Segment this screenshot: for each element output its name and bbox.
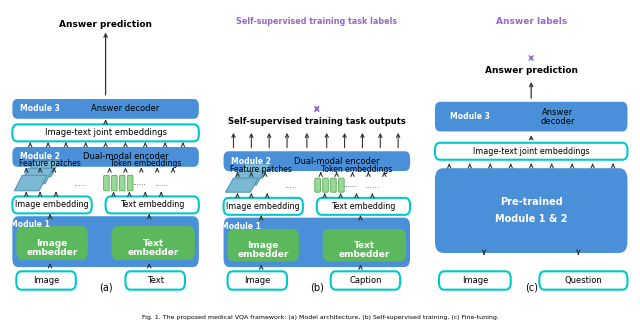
Text: embedder: embedder — [237, 250, 289, 259]
Polygon shape — [225, 178, 259, 192]
Text: Text: Text — [147, 276, 164, 285]
Text: Answer prediction: Answer prediction — [59, 20, 152, 29]
Polygon shape — [20, 168, 53, 184]
Polygon shape — [14, 175, 47, 191]
Text: Text embedding: Text embedding — [332, 202, 396, 211]
Text: .....: ..... — [73, 179, 86, 188]
Text: embedder: embedder — [339, 250, 390, 259]
FancyBboxPatch shape — [331, 271, 400, 290]
Text: ......: ...... — [343, 182, 356, 188]
Text: Module 2: Module 2 — [20, 152, 60, 161]
FancyBboxPatch shape — [228, 271, 287, 290]
FancyBboxPatch shape — [111, 175, 117, 191]
Text: Image: Image — [248, 240, 279, 249]
Text: Image-text joint embeddings: Image-text joint embeddings — [45, 128, 166, 137]
FancyBboxPatch shape — [223, 198, 303, 215]
FancyBboxPatch shape — [439, 271, 511, 290]
Text: Question: Question — [564, 276, 602, 285]
FancyBboxPatch shape — [228, 229, 299, 261]
Text: decoder: decoder — [541, 117, 575, 126]
Text: Text: Text — [354, 240, 375, 249]
FancyBboxPatch shape — [223, 151, 410, 171]
Text: Pre-trained: Pre-trained — [500, 197, 563, 207]
FancyBboxPatch shape — [12, 125, 199, 141]
Text: Fig. 1. The proposed medical VQA framework: (a) Model architecture, (b) Self-sup: Fig. 1. The proposed medical VQA framewo… — [141, 315, 499, 320]
Text: Text embedding: Text embedding — [120, 200, 184, 209]
Polygon shape — [237, 164, 270, 178]
FancyBboxPatch shape — [17, 271, 76, 290]
FancyBboxPatch shape — [223, 218, 410, 267]
Text: Answer: Answer — [542, 108, 573, 117]
FancyBboxPatch shape — [435, 168, 627, 253]
FancyBboxPatch shape — [106, 196, 199, 213]
FancyBboxPatch shape — [12, 147, 199, 167]
Text: Feature patches: Feature patches — [230, 165, 292, 174]
Text: Module 1: Module 1 — [10, 221, 50, 230]
Text: Self-supervised training task labels: Self-supervised training task labels — [236, 17, 397, 26]
Text: ......: ...... — [365, 181, 380, 190]
Text: Module 2: Module 2 — [232, 157, 271, 166]
Text: (c): (c) — [525, 282, 538, 292]
Text: Image embedding: Image embedding — [227, 202, 300, 211]
Text: Token embeddings: Token embeddings — [321, 165, 392, 174]
Text: embedder: embedder — [127, 248, 179, 257]
FancyBboxPatch shape — [17, 226, 88, 260]
Text: Text: Text — [143, 239, 164, 247]
Text: Image embedding: Image embedding — [15, 200, 89, 209]
FancyBboxPatch shape — [104, 175, 109, 191]
FancyBboxPatch shape — [435, 102, 627, 132]
FancyBboxPatch shape — [323, 178, 328, 192]
Text: Caption: Caption — [349, 276, 381, 285]
FancyBboxPatch shape — [315, 178, 321, 192]
Text: Answer labels: Answer labels — [495, 17, 567, 26]
FancyBboxPatch shape — [12, 99, 199, 119]
Text: Image-text joint embeddings: Image-text joint embeddings — [473, 147, 589, 156]
Text: (b): (b) — [310, 282, 324, 292]
Text: Module 1 & 2: Module 1 & 2 — [495, 214, 568, 224]
Text: Token embeddings: Token embeddings — [109, 160, 181, 169]
Text: Module 3: Module 3 — [450, 112, 490, 121]
FancyBboxPatch shape — [540, 271, 627, 290]
Text: Image: Image — [461, 276, 488, 285]
FancyBboxPatch shape — [120, 175, 125, 191]
Text: Image: Image — [33, 276, 60, 285]
FancyBboxPatch shape — [12, 216, 199, 267]
FancyBboxPatch shape — [111, 226, 195, 260]
Text: Image: Image — [36, 239, 68, 247]
Text: Dual-modal encoder: Dual-modal encoder — [83, 152, 168, 161]
Text: Feature patches: Feature patches — [19, 160, 81, 169]
FancyBboxPatch shape — [127, 175, 133, 191]
Text: ......: ...... — [132, 180, 145, 186]
Polygon shape — [232, 171, 264, 185]
Text: embedder: embedder — [26, 248, 77, 257]
FancyBboxPatch shape — [331, 178, 336, 192]
Text: Module 3: Module 3 — [20, 104, 60, 113]
Polygon shape — [26, 161, 59, 177]
FancyBboxPatch shape — [12, 196, 92, 213]
Text: Answer decoder: Answer decoder — [92, 104, 159, 113]
Text: Image: Image — [244, 276, 271, 285]
FancyBboxPatch shape — [435, 143, 627, 160]
FancyBboxPatch shape — [323, 229, 406, 261]
Text: .....: ..... — [284, 181, 298, 190]
Text: Self-supervised training task outputs: Self-supervised training task outputs — [228, 117, 406, 126]
Text: Answer prediction: Answer prediction — [484, 66, 578, 75]
FancyBboxPatch shape — [317, 198, 410, 215]
FancyBboxPatch shape — [339, 178, 344, 192]
Text: (a): (a) — [99, 282, 113, 292]
Text: ......: ...... — [154, 179, 168, 188]
Text: Module 1: Module 1 — [221, 222, 261, 231]
FancyBboxPatch shape — [125, 271, 185, 290]
Text: Dual-modal encoder: Dual-modal encoder — [294, 157, 380, 166]
